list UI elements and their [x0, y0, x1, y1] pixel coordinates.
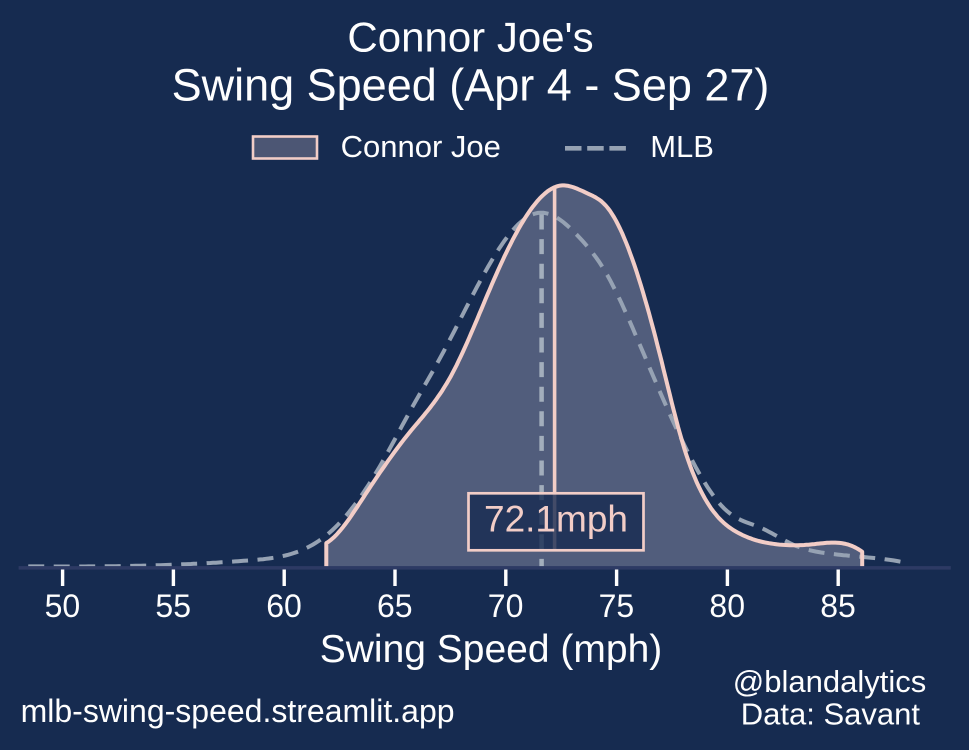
svg-text:65: 65	[377, 588, 413, 624]
svg-text:@blandalytics: @blandalytics	[733, 664, 926, 699]
svg-text:Data: Savant: Data: Savant	[741, 696, 921, 731]
svg-text:MLB: MLB	[650, 129, 714, 164]
svg-text:72.1mph: 72.1mph	[484, 499, 628, 540]
svg-text:75: 75	[599, 588, 635, 624]
svg-text:80: 80	[709, 588, 745, 624]
svg-text:85: 85	[820, 588, 856, 624]
svg-text:70: 70	[488, 588, 524, 624]
svg-text:Connor Joe's: Connor Joe's	[347, 14, 593, 61]
svg-text:Swing Speed (mph): Swing Speed (mph)	[320, 628, 663, 671]
svg-text:Connor Joe: Connor Joe	[341, 129, 501, 164]
svg-text:Swing Speed (Apr 4 - Sep 27): Swing Speed (Apr 4 - Sep 27)	[172, 60, 770, 111]
svg-text:55: 55	[155, 588, 191, 624]
svg-text:60: 60	[266, 588, 302, 624]
svg-text:mlb-swing-speed.streamlit.app: mlb-swing-speed.streamlit.app	[21, 693, 455, 729]
svg-text:50: 50	[45, 588, 81, 624]
